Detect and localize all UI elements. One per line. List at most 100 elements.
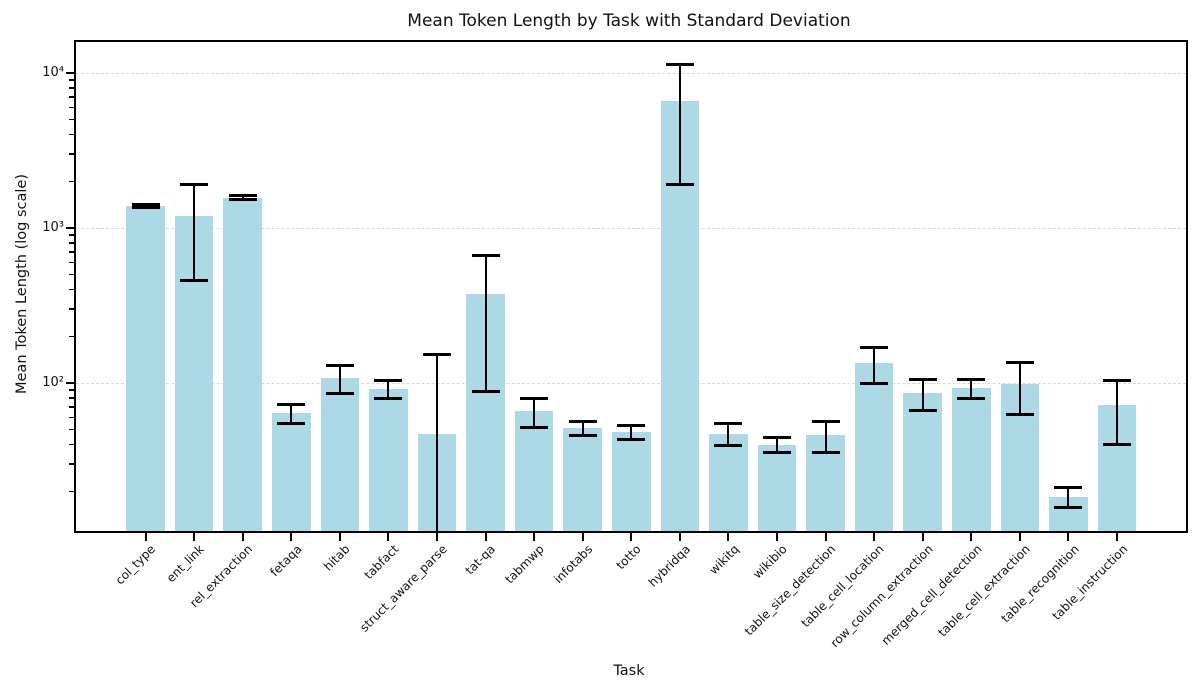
error-bar-ent-link (193, 184, 196, 281)
error-bar-table-size-detection (824, 421, 827, 453)
error-bar-table-recognition (1067, 487, 1070, 508)
x-tick-label-struct-aware-parse: struct_aware_parse (357, 542, 450, 635)
x-axis-tick (193, 533, 196, 541)
x-axis-tick (824, 533, 827, 541)
error-cap-top (1005, 361, 1034, 365)
x-axis-label: Task (613, 663, 645, 679)
error-bar-wikitq (727, 423, 730, 446)
error-cap-bottom (908, 409, 937, 413)
x-axis-tick (727, 533, 730, 541)
y-axis-minor-tick (69, 490, 74, 493)
error-cap-bottom (471, 390, 500, 394)
plot-area: 10² 10³ 10⁴ col_type ent_link rel_extraction f… (42, 40, 1188, 650)
y-axis-minor-tick (69, 335, 74, 338)
x-tick-label-wikibio: wikibio (750, 542, 790, 582)
bar-hitab (320, 378, 360, 531)
x-tick-label-table-cell-extraction: table_cell_extraction (935, 542, 1033, 640)
error-cap-top (131, 203, 160, 207)
y-axis-minor-tick (69, 288, 74, 291)
x-axis-tick (484, 533, 487, 541)
y-axis-minor-tick (69, 118, 74, 121)
y-axis-minor-tick (69, 106, 74, 109)
bar-table-cell-location (854, 363, 894, 531)
x-tick-label-tat-qa: tat-qa (463, 542, 499, 578)
y-axis-tick (66, 382, 74, 385)
chart-title: Mean Token Length by Task with Standard … (407, 11, 851, 31)
error-cap-bottom (568, 433, 597, 437)
error-cap-top (1054, 485, 1083, 489)
x-axis-tick (387, 533, 390, 541)
gridline-10000 (76, 73, 1186, 74)
y-axis-minor-tick (69, 397, 74, 399)
x-tick-label-table-cell-location: table_cell_location (798, 542, 888, 631)
y-axis-minor-tick (69, 87, 74, 89)
error-cap-top (277, 402, 306, 406)
error-cap-bottom (1103, 443, 1131, 447)
y-axis-minor-tick (69, 428, 74, 431)
error-bar-row-column-extraction (921, 379, 924, 411)
y-axis-minor-tick (69, 308, 74, 310)
x-tick-label-col-type: col_type (113, 542, 159, 588)
y-tick-label: 10² (42, 375, 64, 391)
y-axis-minor-tick (69, 389, 74, 391)
y-tick-label: 10³ (42, 220, 64, 235)
error-bar-hitab (338, 365, 341, 394)
error-cap-top (908, 377, 937, 381)
error-bar-wikibio (775, 437, 778, 453)
error-bar-table-cell-extraction (1018, 362, 1021, 415)
error-cap-bottom (131, 205, 160, 209)
x-axis-tick (144, 533, 147, 541)
y-axis-minor-tick (69, 463, 74, 465)
error-cap-bottom (714, 444, 743, 448)
x-axis-tick (630, 533, 633, 541)
x-tick-label-hybridqa: hybridqa (645, 542, 693, 590)
error-cap-top (665, 63, 694, 67)
x-tick-label-tabmwp: tabmwp (502, 542, 548, 587)
error-cap-top (374, 378, 403, 382)
error-bar-table-cell-location (873, 347, 876, 384)
x-tick-label-table-size-detection: table_size_detection (742, 542, 839, 639)
error-cap-top (860, 346, 889, 350)
y-axis-minor-tick (69, 96, 74, 98)
x-axis-tick (581, 533, 584, 541)
x-axis-tick (1116, 533, 1118, 541)
error-cap-bottom (957, 396, 986, 400)
x-tick-label-infotabs: infotabs (551, 542, 596, 587)
x-axis-tick (533, 533, 536, 541)
x-axis-tick (678, 533, 681, 541)
error-cap-top (520, 396, 549, 400)
error-cap-bottom (617, 438, 646, 442)
bar-row-column-extraction (903, 393, 942, 531)
y-axis-minor-tick (69, 180, 74, 183)
y-axis-minor-tick (69, 444, 74, 446)
gridline-100 (76, 383, 1186, 385)
y-axis-minor-tick (69, 79, 74, 81)
y-axis-minor-tick (69, 242, 74, 244)
x-tick-label-ent-link: ent_link (163, 542, 207, 586)
x-axis-tick (873, 533, 876, 541)
error-bar-table-instruction (1116, 380, 1118, 445)
error-bar-tabfact (387, 380, 390, 399)
y-axis-minor-tick (69, 406, 74, 408)
y-axis-minor-tick (69, 251, 74, 253)
y-axis-label: Mean Token Length (log scale) (14, 174, 30, 394)
bar-tabfact (369, 388, 408, 531)
y-axis-tick (66, 72, 74, 74)
x-axis-tick (921, 533, 924, 541)
error-bar-struct-aware-parse (435, 354, 438, 531)
bar-fetaqa (271, 413, 311, 531)
error-cap-bottom (811, 451, 840, 455)
error-cap-bottom (1054, 506, 1083, 510)
bar-totto (611, 432, 651, 531)
x-axis-tick (970, 533, 973, 541)
x-tick-label-tabfact: tabfact (361, 542, 402, 582)
error-bar-merged-cell-detection (970, 379, 973, 399)
y-axis-minor-tick (69, 153, 74, 155)
y-axis-tick (66, 227, 74, 229)
error-cap-bottom (520, 425, 549, 429)
error-cap-top (568, 419, 597, 423)
error-bar-rel-extraction (241, 195, 244, 200)
x-axis-tick (338, 533, 341, 541)
error-cap-top (325, 364, 354, 368)
